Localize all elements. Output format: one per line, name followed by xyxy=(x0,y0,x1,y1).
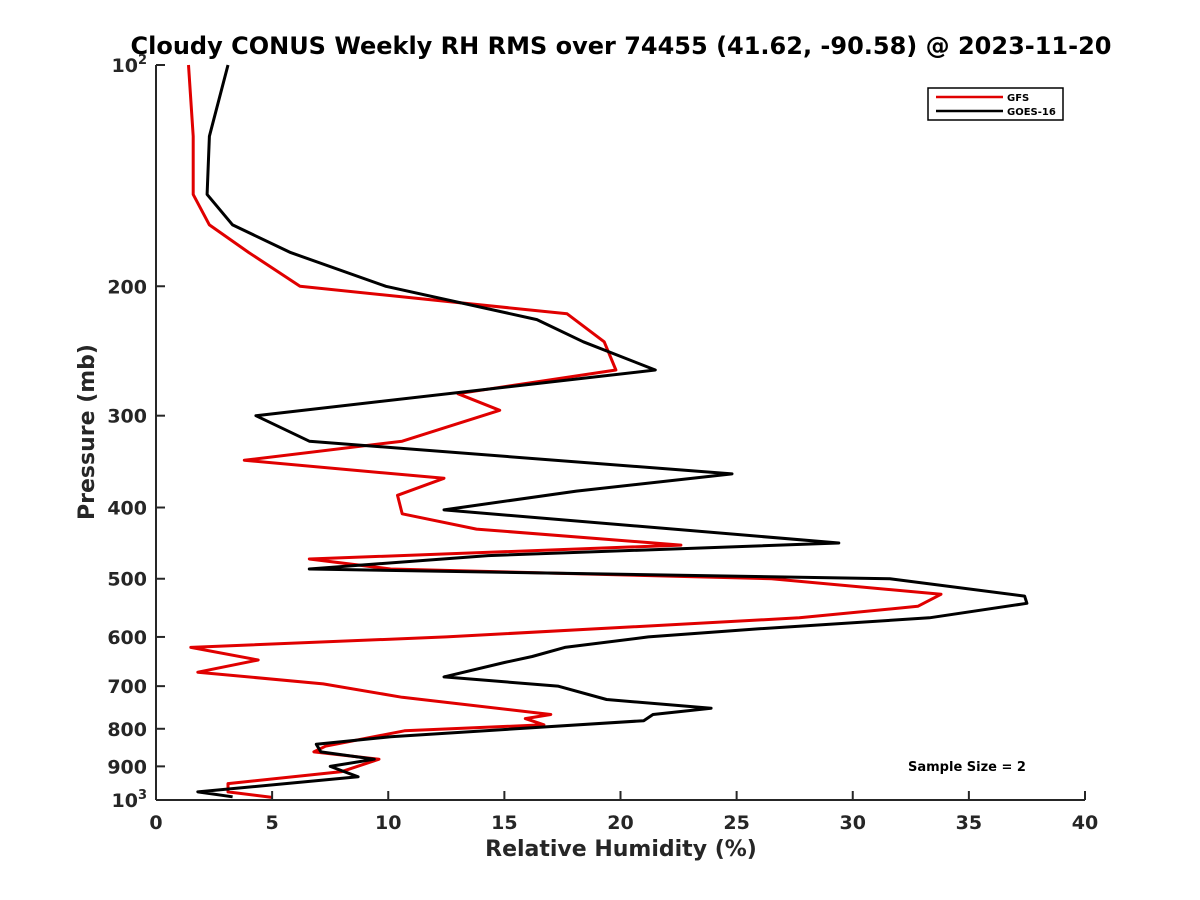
series-line-goes16 xyxy=(196,64,1029,799)
y-tick-label: 800 xyxy=(107,719,147,741)
x-tick-label: 20 xyxy=(607,812,633,834)
y-tick-label: 400 xyxy=(107,498,147,520)
y-tick-label: 600 xyxy=(107,627,147,649)
x-tick-label: 30 xyxy=(840,812,866,834)
x-tick-label: 0 xyxy=(149,812,162,834)
y-tick-label: 500 xyxy=(107,569,147,591)
ticks-layer: 0 5 10 15 20 25 30 35 40 102 200 300 400 500 600 700 800… xyxy=(107,53,1098,834)
legend: GFS GOES-16 xyxy=(927,87,1064,121)
y-tick-label: 200 xyxy=(107,276,147,298)
legend-label-gfs: GFS xyxy=(1007,93,1029,104)
x-tick-label: 35 xyxy=(956,812,982,834)
y-tick-label: 700 xyxy=(107,676,147,698)
sample-size-annotation: Sample Size = 2 xyxy=(908,760,1026,775)
x-tick-label: 5 xyxy=(266,812,279,834)
y-tick-label: 300 xyxy=(107,406,147,428)
y-axis-label: Pressure (mb) xyxy=(75,344,100,520)
y-tick-label: 900 xyxy=(107,756,147,778)
legend-box xyxy=(927,87,1064,121)
x-tick-label: 10 xyxy=(375,812,401,834)
x-tick-label: 15 xyxy=(491,812,517,834)
x-tick-label: 25 xyxy=(723,812,749,834)
series-layer xyxy=(187,64,1029,799)
x-tick-label: 40 xyxy=(1072,812,1098,834)
x-axis-label: Relative Humidity (%) xyxy=(485,837,757,862)
series-line-gfs xyxy=(187,64,943,799)
y-tick-label: 102 xyxy=(112,53,148,77)
legend-label-goes16: GOES-16 xyxy=(1007,107,1056,118)
chart-title: Cloudy CONUS Weekly RH RMS over 74455 (4… xyxy=(131,32,1112,60)
y-tick-label: 103 xyxy=(112,788,148,812)
